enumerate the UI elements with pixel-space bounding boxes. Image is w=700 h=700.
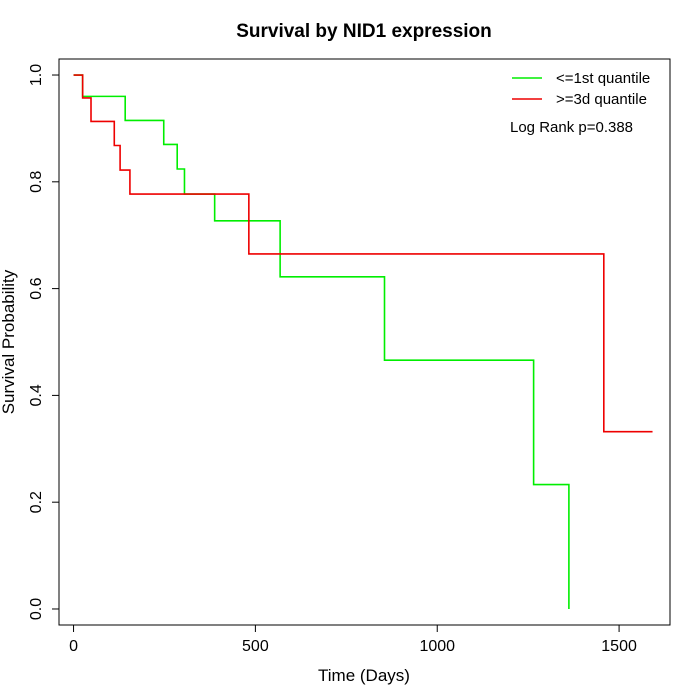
log-rank-annotation: Log Rank p=0.388 — [510, 119, 633, 136]
y-tick-label: 1.0 — [28, 64, 45, 86]
legend-label-1: <=1st quantile — [556, 70, 650, 87]
y-axis-title: Survival Probability — [0, 269, 18, 414]
y-tick-label: 0.6 — [28, 277, 45, 299]
x-axis: 0 500 1000 1500 — [69, 624, 637, 655]
x-axis-title: Time (Days) — [318, 666, 410, 685]
legend-label-2: >=3d quantile — [556, 91, 647, 108]
survival-curves — [73, 74, 653, 609]
x-tick-label: 1000 — [419, 638, 455, 655]
chart-title: Survival by NID1 expression — [236, 21, 492, 42]
legend: <=1st quantile >=3d quantile — [512, 70, 650, 108]
x-tick-label: 0 — [69, 638, 78, 655]
x-tick-label: 500 — [242, 638, 269, 655]
y-tick-label: 0.4 — [28, 384, 45, 406]
y-axis: 0.0 0.2 0.4 0.6 0.8 1.0 — [28, 64, 60, 620]
series-line-2 — [73, 74, 653, 433]
x-tick-label: 1500 — [601, 638, 637, 655]
y-tick-label: 0.0 — [28, 598, 45, 620]
y-tick-label: 0.8 — [28, 171, 45, 193]
y-tick-label: 0.2 — [28, 491, 45, 513]
series-line-1 — [73, 74, 570, 609]
plot-frame — [58, 58, 671, 626]
